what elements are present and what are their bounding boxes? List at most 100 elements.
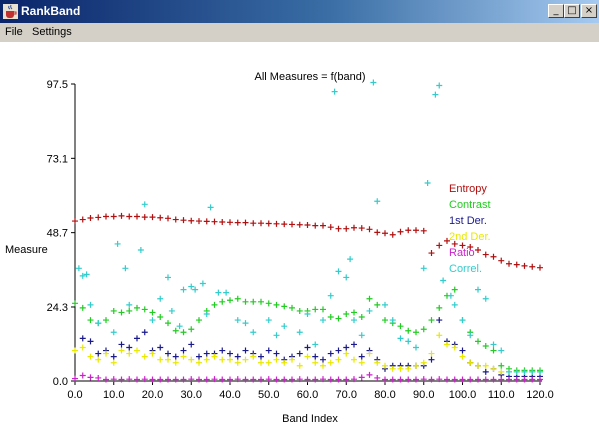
data-point (335, 315, 342, 322)
data-point (490, 341, 497, 348)
title-bar[interactable]: RankBand _ □ × (0, 0, 599, 23)
series-1st-der- (79, 317, 543, 380)
chart-svg: All Measures = f(band) Measure Band Inde… (5, 71, 554, 425)
data-point (289, 376, 295, 383)
data-point (482, 342, 489, 349)
data-point (203, 350, 210, 357)
x-tick-label: 10.0 (103, 389, 124, 401)
data-point (149, 214, 156, 221)
data-point (428, 376, 435, 383)
data-point (366, 371, 373, 378)
x-tick-label: 90.0 (413, 389, 434, 401)
data-point (126, 344, 133, 351)
data-point (265, 359, 272, 366)
x-tick-label: 30.0 (181, 389, 202, 401)
data-point (250, 298, 257, 305)
data-point (444, 237, 450, 244)
data-point (72, 375, 78, 382)
data-point (312, 359, 319, 366)
data-point (405, 227, 412, 234)
data-point (467, 359, 474, 366)
data-point (382, 230, 388, 237)
data-point (242, 376, 249, 383)
data-point (467, 376, 474, 383)
x-tick-label: 120.0 (526, 389, 554, 401)
data-point (227, 350, 233, 357)
data-point (242, 347, 249, 354)
menu-file[interactable]: File (5, 26, 23, 38)
data-point (242, 298, 249, 305)
data-point (335, 225, 342, 232)
data-point (165, 215, 171, 222)
data-point (358, 374, 365, 381)
data-point (312, 306, 319, 313)
data-point (273, 301, 280, 308)
data-point (258, 359, 264, 366)
data-point (165, 320, 171, 327)
data-point (103, 376, 109, 383)
data-point (172, 327, 179, 334)
data-point (405, 365, 412, 372)
data-point (490, 253, 497, 260)
data-point (273, 332, 280, 339)
data-point (312, 376, 319, 383)
data-point (157, 214, 164, 221)
data-point (188, 356, 195, 363)
x-tick-label: 100.0 (449, 389, 477, 401)
data-point (149, 317, 156, 324)
data-point (79, 216, 86, 223)
data-point (227, 297, 233, 304)
data-point (79, 344, 86, 351)
data-point (374, 374, 381, 381)
y-tick-label: 0.0 (53, 376, 68, 388)
data-point (265, 317, 272, 324)
legend-entry: Ratio (449, 247, 475, 259)
data-point (227, 376, 233, 383)
data-point (420, 376, 427, 383)
data-point (413, 344, 419, 351)
data-point (87, 374, 94, 381)
legend-entry: Entropy (449, 183, 487, 195)
data-point (312, 353, 319, 360)
data-point (351, 224, 357, 231)
menu-settings[interactable]: Settings (32, 26, 72, 38)
data-point (451, 376, 458, 383)
data-point (490, 365, 497, 372)
data-point (172, 359, 179, 366)
data-point (165, 376, 171, 383)
data-point (436, 376, 443, 383)
data-point (343, 350, 350, 357)
maximize-button[interactable]: □ (564, 4, 580, 18)
data-point (227, 356, 233, 363)
data-point (405, 338, 412, 345)
data-point (312, 341, 319, 348)
data-point (451, 240, 458, 247)
data-point (211, 376, 218, 383)
data-point (207, 204, 214, 211)
data-point (358, 332, 365, 339)
data-point (312, 222, 319, 229)
legend-entry: Contrast (449, 199, 491, 211)
data-point (234, 219, 241, 226)
data-point (513, 376, 520, 383)
data-point (506, 368, 512, 375)
data-point (265, 220, 272, 227)
series-contrast (72, 286, 543, 374)
data-point (157, 344, 164, 351)
data-point (436, 242, 443, 249)
data-point (389, 231, 396, 238)
data-point (296, 350, 303, 357)
data-point (118, 347, 125, 354)
close-button[interactable]: × (581, 4, 597, 18)
series-entropy (72, 212, 543, 271)
data-point (529, 376, 536, 383)
minimize-button[interactable]: _ (548, 4, 564, 18)
data-point (250, 220, 257, 227)
data-point (95, 320, 102, 327)
data-point (459, 347, 466, 354)
data-point (428, 250, 435, 257)
data-point (134, 304, 140, 311)
data-point (521, 376, 528, 383)
data-point (370, 79, 377, 86)
data-point (351, 317, 357, 324)
